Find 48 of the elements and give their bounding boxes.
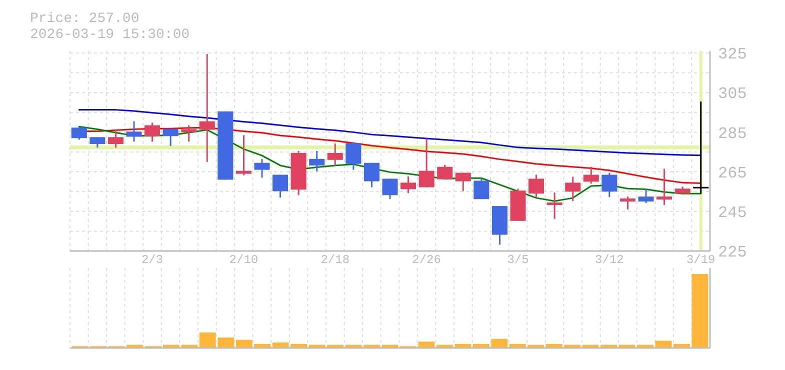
candlestick xyxy=(144,122,160,142)
candlestick xyxy=(656,168,672,206)
x-tick-label: 2/18 xyxy=(320,253,350,267)
candlestick xyxy=(108,129,124,148)
candlestick xyxy=(71,126,87,140)
chart-subtitle: 2026-03-19 15:30:00 xyxy=(30,27,190,43)
candlestick xyxy=(546,192,562,220)
candlestick xyxy=(620,196,636,210)
candlestick xyxy=(236,134,252,176)
candlestick xyxy=(126,120,142,142)
candlestick xyxy=(346,142,362,171)
x-tick-label: 2/3 xyxy=(141,253,164,267)
candlestick xyxy=(162,128,178,147)
y-tick-label: 245 xyxy=(718,204,747,222)
candlestick xyxy=(272,174,288,198)
x-tick-label: 2/10 xyxy=(229,253,258,267)
candlestick xyxy=(90,136,106,148)
candlestick xyxy=(327,142,343,167)
candlestick xyxy=(382,178,398,200)
candlestick xyxy=(565,176,581,202)
candlestick xyxy=(181,124,197,142)
candlestick xyxy=(638,188,654,204)
x-tick-label: 3/19 xyxy=(686,253,716,267)
chart-title: Price: 257.00 xyxy=(30,11,140,27)
y-tick-label: 305 xyxy=(718,85,747,104)
candlestick xyxy=(199,53,215,163)
candlestick xyxy=(400,176,416,194)
x-tick-label: 2/26 xyxy=(412,253,441,267)
y-tick-label: 265 xyxy=(718,164,747,182)
y-tick-label: 225 xyxy=(718,244,747,262)
candlestick xyxy=(474,178,490,200)
candlestick xyxy=(583,166,599,184)
y-tick-label: 325 xyxy=(718,46,747,64)
bar xyxy=(692,274,708,348)
candlestick xyxy=(254,158,270,178)
bar xyxy=(655,340,672,348)
candlestick xyxy=(364,162,380,188)
candlestick xyxy=(455,172,471,192)
y-tick-label: 285 xyxy=(718,124,747,143)
x-tick-label: 3/5 xyxy=(507,253,529,267)
candlestick xyxy=(418,138,434,188)
candlestick xyxy=(437,164,453,180)
candlestick xyxy=(309,150,325,172)
candlestick xyxy=(602,172,618,198)
candlestick xyxy=(528,174,544,198)
bar xyxy=(418,342,435,348)
x-tick-label: 3/12 xyxy=(595,253,624,267)
line-series xyxy=(78,109,702,156)
